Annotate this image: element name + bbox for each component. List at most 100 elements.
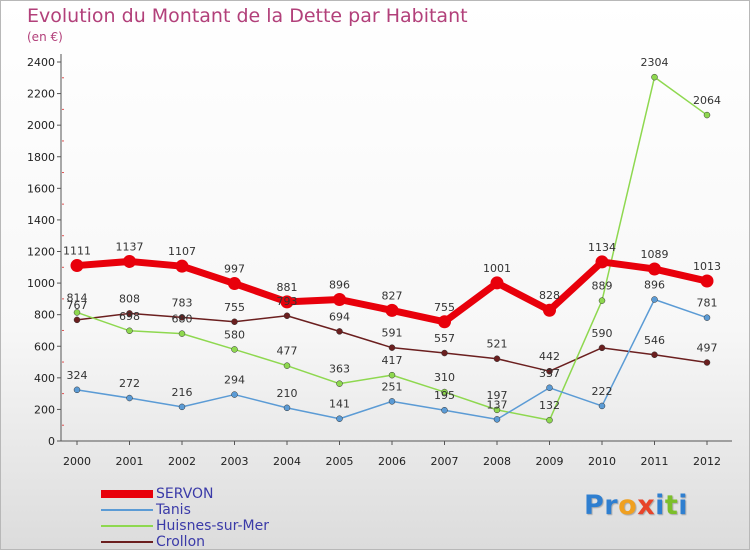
logo-letter: P <box>584 490 605 521</box>
logo-letter: i <box>678 490 689 521</box>
data-label: 1111 <box>63 245 91 258</box>
proxiti-logo: Proxiti <box>584 490 688 521</box>
data-point <box>598 344 606 352</box>
data-point <box>336 328 343 335</box>
data-point <box>388 398 396 405</box>
legend-label: Huisnes-sur-Mer <box>156 518 269 534</box>
data-point <box>648 262 661 276</box>
legend-label: Tanis <box>156 502 191 518</box>
y-tick-label: 2200 <box>27 88 55 101</box>
data-point <box>388 371 396 379</box>
x-tick-label: 2005 <box>326 455 354 468</box>
data-label: 2064 <box>693 94 721 107</box>
data-label: 363 <box>329 363 350 376</box>
data-label: 680 <box>172 313 193 326</box>
data-point <box>703 111 711 119</box>
data-label: 827 <box>382 289 403 302</box>
data-point <box>598 402 606 410</box>
x-tick-label: 2012 <box>693 455 721 468</box>
data-point <box>651 73 658 81</box>
x-tick-label: 2003 <box>221 455 249 468</box>
data-label: 310 <box>434 371 455 384</box>
x-tick-label: 2011 <box>641 455 669 468</box>
y-tick-label: 1000 <box>27 277 55 290</box>
data-label: 828 <box>539 289 560 302</box>
legend-swatch <box>101 509 153 511</box>
y-tick-label: 2000 <box>27 119 55 132</box>
data-label: 793 <box>277 295 298 308</box>
data-point <box>385 303 399 317</box>
data-point <box>126 310 133 317</box>
data-label: 557 <box>434 332 455 345</box>
data-point <box>126 394 133 402</box>
chart-title: Evolution du Montant de la Dette par Hab… <box>27 5 468 27</box>
data-point <box>123 254 136 268</box>
data-point <box>493 416 501 423</box>
data-label: 222 <box>592 385 613 398</box>
data-label: 881 <box>277 281 298 294</box>
y-tick-label: 1600 <box>27 182 55 195</box>
legend-item: Tanis <box>101 502 269 518</box>
data-point <box>595 255 609 269</box>
data-label: 216 <box>172 386 193 399</box>
data-label: 497 <box>697 342 718 355</box>
x-tick-label: 2009 <box>536 455 564 468</box>
data-label: 132 <box>539 399 560 412</box>
data-point <box>651 351 658 359</box>
y-tick-label: 200 <box>34 403 55 416</box>
data-label: 808 <box>119 292 140 305</box>
data-point <box>493 355 501 362</box>
data-label: 997 <box>224 263 245 276</box>
x-tick-label: 2006 <box>378 455 406 468</box>
legend-label: SERVON <box>156 486 214 502</box>
legend-swatch <box>101 490 153 498</box>
chart-legend: SERVON Tanis Huisnes-sur-Mer Crollon <box>101 486 269 550</box>
data-point <box>283 312 291 320</box>
x-tick-label: 2002 <box>168 455 196 468</box>
data-point <box>228 277 241 291</box>
x-tick-label: 2010 <box>588 455 616 468</box>
data-point <box>703 314 711 321</box>
data-label: 755 <box>224 301 245 314</box>
data-point <box>336 415 343 422</box>
data-point <box>388 344 396 351</box>
y-tick-label: 1800 <box>27 151 55 164</box>
legend-item: SERVON <box>101 486 269 502</box>
data-point <box>231 318 238 326</box>
data-label: 889 <box>592 280 613 293</box>
data-label: 591 <box>382 327 403 340</box>
data-label: 781 <box>697 297 718 310</box>
data-label: 1107 <box>168 245 196 258</box>
data-point <box>283 404 291 412</box>
y-tick-label: 1200 <box>27 246 55 259</box>
data-label: 580 <box>224 328 245 341</box>
data-label: 442 <box>539 350 560 363</box>
data-label: 141 <box>329 398 350 411</box>
data-label: 767 <box>67 299 88 312</box>
data-label: 2304 <box>641 56 669 69</box>
y-tick-label: 1400 <box>27 214 55 227</box>
logo-letter: r <box>604 490 619 521</box>
data-point <box>126 327 133 335</box>
data-point <box>441 388 448 396</box>
data-label: 272 <box>119 377 140 390</box>
data-label: 324 <box>67 369 88 382</box>
data-point <box>231 346 238 353</box>
y-tick-label: 800 <box>34 309 55 322</box>
data-label: 1001 <box>483 262 511 275</box>
data-point <box>178 330 186 337</box>
data-label: 1089 <box>641 248 669 261</box>
data-label: 546 <box>644 334 665 347</box>
data-point <box>700 274 714 288</box>
data-point <box>546 416 553 424</box>
data-label: 137 <box>487 398 508 411</box>
data-label: 477 <box>277 345 298 358</box>
data-point <box>178 403 186 411</box>
data-point <box>703 359 711 366</box>
legend-item: Crollon <box>101 534 269 550</box>
data-label: 590 <box>592 327 613 340</box>
data-point <box>546 384 553 392</box>
data-point <box>283 362 291 369</box>
data-label: 294 <box>224 374 245 387</box>
